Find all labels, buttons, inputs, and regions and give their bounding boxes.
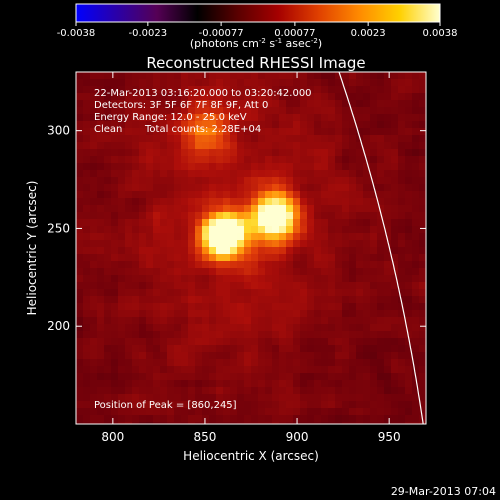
y-tick-label: 200	[47, 319, 70, 333]
colorbar-tick-label: 0.0023	[351, 28, 386, 39]
annotation-peak-position: Position of Peak = [860,245]	[94, 400, 237, 411]
annotation-clean: Clean	[94, 124, 122, 135]
colorbar-units: (photons cm-2 s-1 asec-2)	[190, 37, 322, 50]
timestamp: 29-Mar-2013 07:04	[391, 485, 496, 498]
x-axis-label: Heliocentric X (arcsec)	[183, 449, 319, 463]
chart-title: Reconstructed RHESSI Image	[146, 54, 365, 72]
x-tick-label: 900	[286, 430, 309, 444]
y-tick-label: 300	[47, 124, 70, 138]
annotation-energy-range: Energy Range: 12.0 - 25.0 keV	[94, 112, 247, 123]
heatmap-image	[76, 72, 426, 424]
colorbar-ticks: -0.0038 -0.0023 -0.00077 0.00077 0.0023 0.003…	[57, 22, 458, 39]
x-tick-label: 950	[378, 430, 401, 444]
annotation-detectors: Detectors: 3F 5F 6F 7F 8F 9F, Att 0	[94, 100, 268, 111]
colorbar	[75, 3, 441, 23]
plot-frame	[75, 71, 427, 425]
annotation-time-range: 22-Mar-2013 03:16:20.000 to 03:20:42.000	[94, 88, 312, 99]
y-axis-label: Heliocentric Y (arcsec)	[25, 181, 39, 316]
colorbar-tick-label: -0.0023	[129, 28, 168, 39]
colorbar-tick-label: 0.0038	[423, 28, 458, 39]
colorbar-tick-label: 0.00077	[274, 28, 315, 39]
annotation-total-counts: Total counts: 2.28E+04	[144, 124, 261, 135]
colorbar-tick-label: -0.0038	[57, 28, 96, 39]
axes: 800 850 900 950 200 250 300	[47, 72, 426, 444]
y-tick-label: 250	[47, 221, 70, 235]
x-tick-label: 800	[101, 430, 124, 444]
colorbar-tick-label: -0.00077	[199, 28, 244, 39]
x-tick-label: 850	[193, 430, 216, 444]
solar-limb	[338, 72, 424, 424]
